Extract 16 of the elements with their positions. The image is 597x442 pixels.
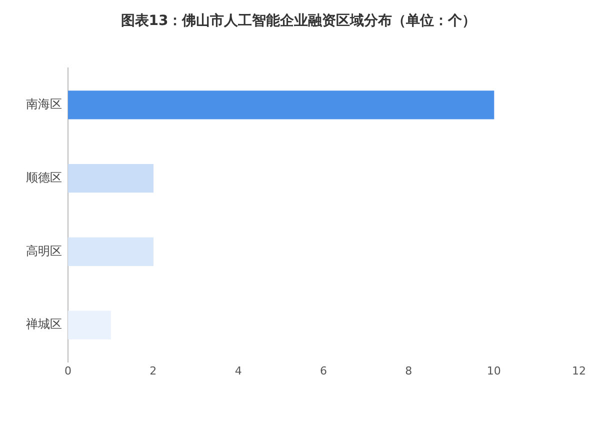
x-tick-label: 6: [320, 364, 327, 378]
x-tick-label: 0: [64, 364, 72, 378]
y-tick-label: 顺德区: [26, 170, 62, 184]
bar: [68, 310, 111, 340]
x-tick-label: 4: [234, 364, 242, 378]
x-tick-label: 10: [486, 364, 501, 378]
bar: [68, 237, 154, 266]
y-tick-label: 南海区: [26, 97, 62, 112]
x-tick-label: 8: [405, 364, 412, 378]
chart-title: 图表13：佛山市人工智能企业融资区域分布（单位：个）: [120, 12, 478, 30]
bar: [68, 164, 154, 193]
y-tick-label: 禅城区: [26, 317, 62, 332]
x-tick-label: 12: [572, 364, 586, 378]
x-tick-label: 2: [150, 364, 157, 378]
y-tick-label: 高明区: [26, 244, 62, 258]
bar: [68, 90, 494, 120]
